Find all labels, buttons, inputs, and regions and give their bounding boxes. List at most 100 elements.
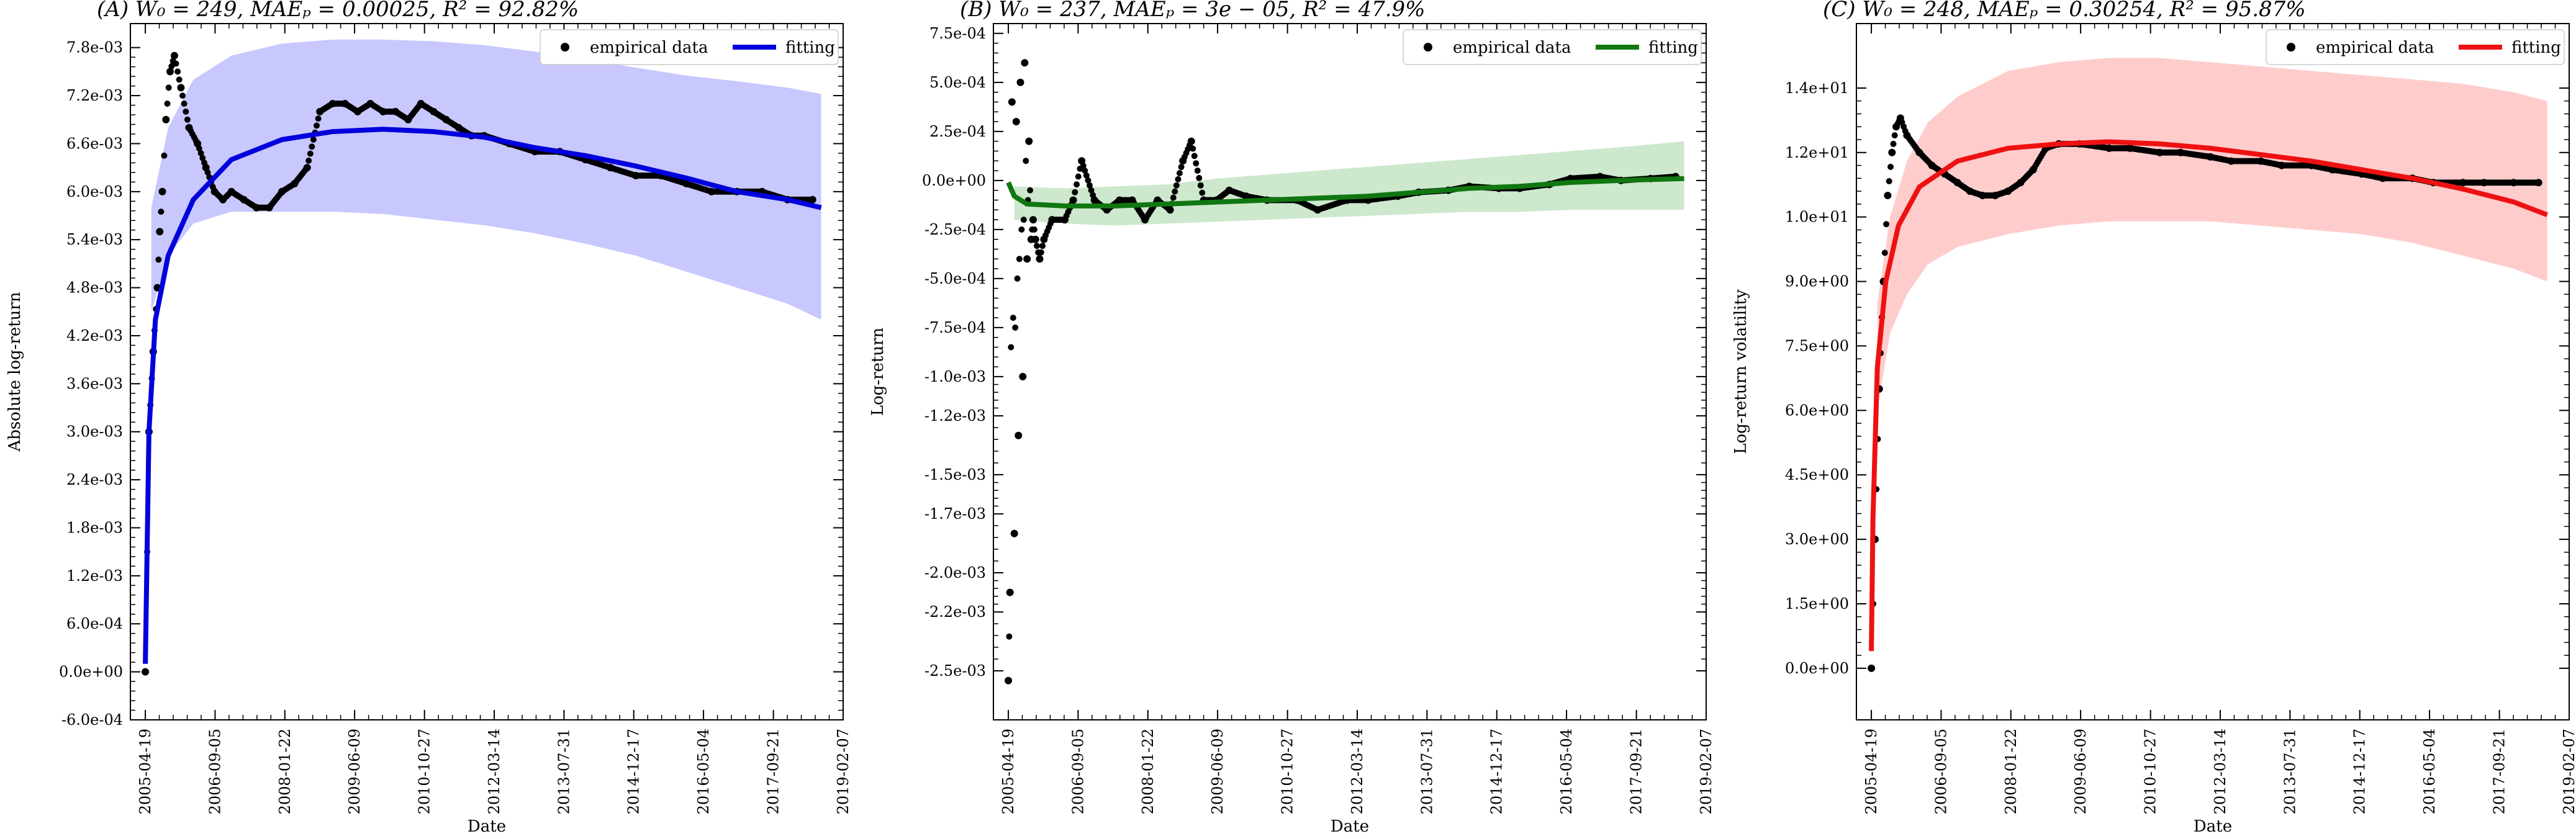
data-point [1008, 98, 1016, 106]
data-point [1075, 173, 1082, 180]
legend-label-fitting: fitting [1648, 38, 1698, 57]
y-tick-label: 1.8e-03 [66, 519, 123, 536]
data-point [1881, 249, 1888, 256]
x-tick-label: 2016-05-04 [2421, 729, 2438, 814]
data-point [168, 63, 175, 70]
legend: empirical data fitting [540, 29, 839, 65]
legend-label-empirical: empirical data [2316, 38, 2434, 57]
x-tick-label: 2005-04-19 [1000, 729, 1017, 814]
data-point [1012, 324, 1019, 331]
legend-box [2266, 29, 2565, 65]
x-tick-label: 2017-09-21 [1628, 729, 1645, 814]
data-point [179, 92, 186, 99]
data-point [1883, 221, 1890, 228]
y-tick-label: 0.0e+00 [59, 663, 123, 681]
data-point [1021, 59, 1029, 67]
data-point [1173, 182, 1180, 189]
axes-frame [130, 23, 844, 720]
data-point [1031, 226, 1037, 233]
data-point [1888, 148, 1896, 156]
fitting-line [1869, 139, 2549, 652]
y-tick-label: 6.6e-03 [66, 135, 123, 152]
data-point [1025, 137, 1033, 145]
x-axis-label: Date [468, 817, 506, 836]
y-axis-label: Absolute log-return [6, 292, 24, 452]
legend-box [1403, 29, 1702, 65]
y-tick-label: -1.0e-03 [924, 368, 986, 385]
data-point [1085, 177, 1091, 184]
y-tick-label: -7.5e-04 [924, 319, 986, 336]
data-point [1868, 664, 1876, 672]
data-point [192, 137, 199, 144]
x-axis-label: Date [2194, 817, 2232, 836]
x-tick-label: 2009-06-09 [1209, 729, 1226, 814]
data-point [183, 108, 189, 115]
legend: empirical data fitting [2266, 29, 2565, 65]
data-point [302, 166, 309, 173]
data-point [1031, 235, 1039, 243]
data-point [1172, 188, 1178, 195]
data-point [197, 150, 204, 156]
data-point [1039, 243, 1046, 249]
y-tick-label: 4.5e+00 [1785, 466, 1849, 483]
legend-label-fitting: fitting [2511, 38, 2561, 57]
y-tick-label: 1.4e+01 [1785, 79, 1849, 97]
data-point [1023, 158, 1029, 164]
y-tick-label: 1.0e+01 [1785, 209, 1849, 226]
y-tick-label: 3.0e-03 [66, 423, 123, 441]
x-tick-label: 2014-12-17 [1488, 729, 1506, 814]
fitting-line [1006, 176, 1684, 209]
data-point [310, 137, 317, 143]
x-tick-label: 2010-10-27 [1279, 729, 1296, 814]
y-tick-label: 3.6e-03 [66, 375, 123, 392]
x-tick-label: 2009-06-09 [346, 729, 363, 814]
data-point [307, 150, 314, 157]
legend-marker-empirical [561, 43, 569, 52]
data-point [1016, 256, 1023, 262]
x-tick-label: 2019-02-07 [834, 729, 852, 814]
x-tick-label: 2006-09-05 [1932, 729, 1950, 814]
data-point [173, 60, 179, 67]
x-tick-label: 2005-04-19 [1863, 729, 1880, 814]
x-tick-label: 2008-01-22 [1139, 729, 1157, 814]
data-point [1902, 128, 1909, 135]
x-tick-label: 2006-09-05 [206, 729, 224, 814]
data-point [1193, 160, 1200, 167]
data-point [1034, 243, 1040, 249]
data-point [1010, 529, 1018, 537]
y-tick-label: -5.0e-04 [924, 270, 986, 287]
data-point [174, 68, 181, 75]
y-tick-label: 7.2e-03 [66, 87, 123, 104]
y-tick-label: 0.0e+00 [922, 172, 986, 189]
x-tick-label: 2016-05-04 [1558, 729, 1575, 814]
data-point [1023, 255, 1031, 263]
y-axis-label: Log-return [869, 327, 887, 416]
y-tick-label: 6.0e-03 [66, 183, 123, 200]
data-point [1088, 187, 1095, 194]
data-point [808, 196, 814, 203]
data-point [1008, 344, 1015, 351]
data-point [204, 169, 211, 176]
data-point [199, 155, 206, 161]
x-tick-label: 2012-03-14 [486, 729, 503, 814]
axes-frame [993, 23, 1707, 720]
plot-area [1005, 59, 1684, 684]
y-tick-label: -2.5e-04 [924, 221, 986, 238]
data-point [1175, 176, 1182, 182]
data-point [1020, 217, 1027, 223]
data-point [201, 159, 207, 166]
data-point [155, 256, 162, 263]
x-axis-label: Date [1331, 817, 1369, 836]
y-tick-label: 0.0e+00 [1785, 660, 1849, 677]
data-point [1884, 192, 1892, 199]
y-tick-label: 1.2e-03 [66, 567, 123, 585]
data-point [1178, 164, 1185, 171]
data-point [1080, 163, 1087, 169]
data-point [1170, 194, 1177, 201]
data-point [164, 101, 171, 107]
data-point [1029, 216, 1037, 224]
data-point [1891, 132, 1898, 139]
data-point [184, 116, 191, 123]
data-point [1005, 676, 1013, 684]
